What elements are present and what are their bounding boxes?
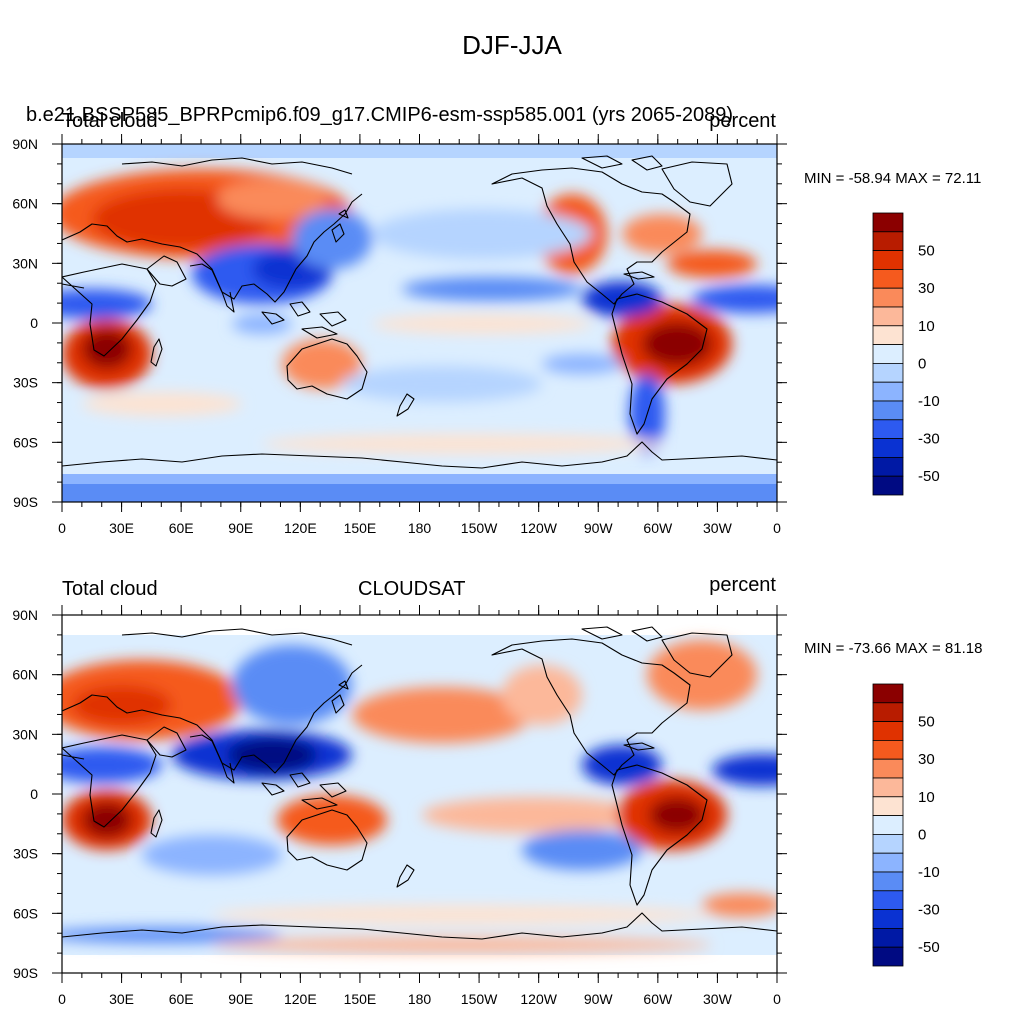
panel1-center-title: b.e21.BSSP585_BPRPcmip6.f09_g17.CMIP6-es… bbox=[26, 104, 734, 126]
colorbar-swatch bbox=[872, 758, 904, 779]
lat-label: 90N bbox=[12, 136, 38, 152]
lat-label: 90S bbox=[13, 494, 38, 510]
colorbar-label: 10 bbox=[918, 318, 935, 335]
colorbar-swatch bbox=[872, 362, 904, 383]
colorbar-swatch bbox=[872, 721, 904, 741]
lon-label: 30W bbox=[703, 520, 733, 536]
colorbar-swatch bbox=[872, 475, 904, 496]
lon-label: 150E bbox=[344, 520, 377, 536]
panel2-left-title: Total cloud bbox=[62, 578, 158, 600]
lon-label: 30E bbox=[109, 520, 134, 536]
lon-label: 60E bbox=[169, 991, 194, 1007]
colorbar-swatch bbox=[872, 325, 904, 345]
colorbar-swatch bbox=[872, 702, 904, 722]
lon-label: 90E bbox=[228, 520, 253, 536]
lon-label: 0 bbox=[58, 991, 66, 1007]
lon-label: 150E bbox=[344, 991, 377, 1007]
colorbar-swatch bbox=[872, 796, 904, 816]
panel2-right-title: percent bbox=[709, 574, 776, 596]
lon-label: 120E bbox=[284, 520, 317, 536]
colorbar-swatch bbox=[872, 740, 904, 760]
colorbar-label: 50 bbox=[918, 243, 935, 260]
lon-label: 120W bbox=[520, 991, 557, 1007]
colorbar-swatch bbox=[872, 287, 904, 308]
colorbar-label: 30 bbox=[918, 280, 935, 297]
colorbar-label: 50 bbox=[918, 714, 935, 731]
lon-label: 60W bbox=[643, 991, 673, 1007]
colorbar-swatch bbox=[872, 815, 904, 835]
lon-label: 30E bbox=[109, 991, 134, 1007]
lat-label: 60S bbox=[13, 905, 38, 921]
lon-label: 30W bbox=[703, 991, 733, 1007]
colorbar-swatch bbox=[872, 946, 904, 967]
colorbar-label: 0 bbox=[918, 826, 926, 843]
colorbar-swatch bbox=[872, 890, 904, 910]
lon-label: 180 bbox=[408, 991, 432, 1007]
lon-label: 90W bbox=[584, 991, 614, 1007]
panel1-minmax: MIN = -58.94 MAX = 72.11 bbox=[804, 170, 982, 187]
lat-label: 0 bbox=[30, 786, 38, 802]
colorbar-swatch bbox=[872, 456, 904, 477]
colorbar-swatch bbox=[872, 400, 904, 421]
lon-label: 180 bbox=[408, 520, 432, 536]
lon-label: 90E bbox=[228, 991, 253, 1007]
panel1-left-title: Total cloud bbox=[62, 110, 158, 132]
lat-label: 30S bbox=[13, 846, 38, 862]
colorbar-swatch bbox=[872, 250, 904, 270]
lon-label: 60W bbox=[643, 520, 673, 536]
figure-title: DJF-JJA bbox=[462, 30, 562, 60]
colorbar-swatch bbox=[872, 212, 904, 233]
colorbar-label: -10 bbox=[918, 393, 940, 410]
lat-label: 30S bbox=[13, 375, 38, 391]
colorbar-swatch bbox=[872, 438, 904, 458]
colorbar-swatch bbox=[872, 344, 904, 364]
colorbar-label: -30 bbox=[918, 902, 940, 919]
lon-label: 120W bbox=[520, 520, 557, 536]
lat-label: 90S bbox=[13, 965, 38, 981]
colorbar-swatch bbox=[872, 381, 904, 402]
colorbar-label: -30 bbox=[918, 431, 940, 448]
lon-label: 0 bbox=[773, 520, 781, 536]
colorbar-swatch bbox=[872, 306, 904, 327]
panel1-right-title: percent bbox=[709, 110, 776, 132]
colorbar-swatch bbox=[872, 928, 904, 948]
panel1-map bbox=[61, 143, 778, 503]
panel2-minmax: MIN = -73.66 MAX = 81.18 bbox=[804, 640, 983, 657]
lat-label: 0 bbox=[30, 315, 38, 331]
lat-label: 60N bbox=[12, 667, 38, 683]
lat-label: 60S bbox=[13, 434, 38, 450]
colorbar-swatch bbox=[872, 777, 904, 798]
colorbar-label: 10 bbox=[918, 789, 935, 806]
lat-label: 30N bbox=[12, 726, 38, 742]
colorbar-swatch bbox=[872, 852, 904, 873]
lon-label: 90W bbox=[584, 520, 614, 536]
lon-label: 60E bbox=[169, 520, 194, 536]
colorbar-swatch bbox=[872, 871, 904, 892]
colorbar-swatch bbox=[872, 419, 904, 439]
colorbar-label: -10 bbox=[918, 864, 940, 881]
lon-label: 120E bbox=[284, 991, 317, 1007]
lon-label: 0 bbox=[58, 520, 66, 536]
colorbar-label: -50 bbox=[918, 939, 940, 956]
lat-label: 60N bbox=[12, 196, 38, 212]
lat-label: 30N bbox=[12, 255, 38, 271]
colorbar-swatch bbox=[872, 909, 904, 929]
colorbar-swatch bbox=[872, 683, 904, 704]
colorbar-swatch bbox=[872, 231, 904, 252]
lon-label: 0 bbox=[773, 991, 781, 1007]
lon-label: 150W bbox=[461, 520, 498, 536]
colorbar-label: 0 bbox=[918, 355, 926, 372]
panel2-map bbox=[61, 614, 778, 974]
colorbar-label: 30 bbox=[918, 751, 935, 768]
colorbar-label: -50 bbox=[918, 468, 940, 485]
colorbar-swatch bbox=[872, 268, 904, 289]
panel2-center-title: CLOUDSAT bbox=[358, 578, 466, 600]
lon-label: 150W bbox=[461, 991, 498, 1007]
colorbar-swatch bbox=[872, 834, 904, 854]
lat-label: 90N bbox=[12, 607, 38, 623]
